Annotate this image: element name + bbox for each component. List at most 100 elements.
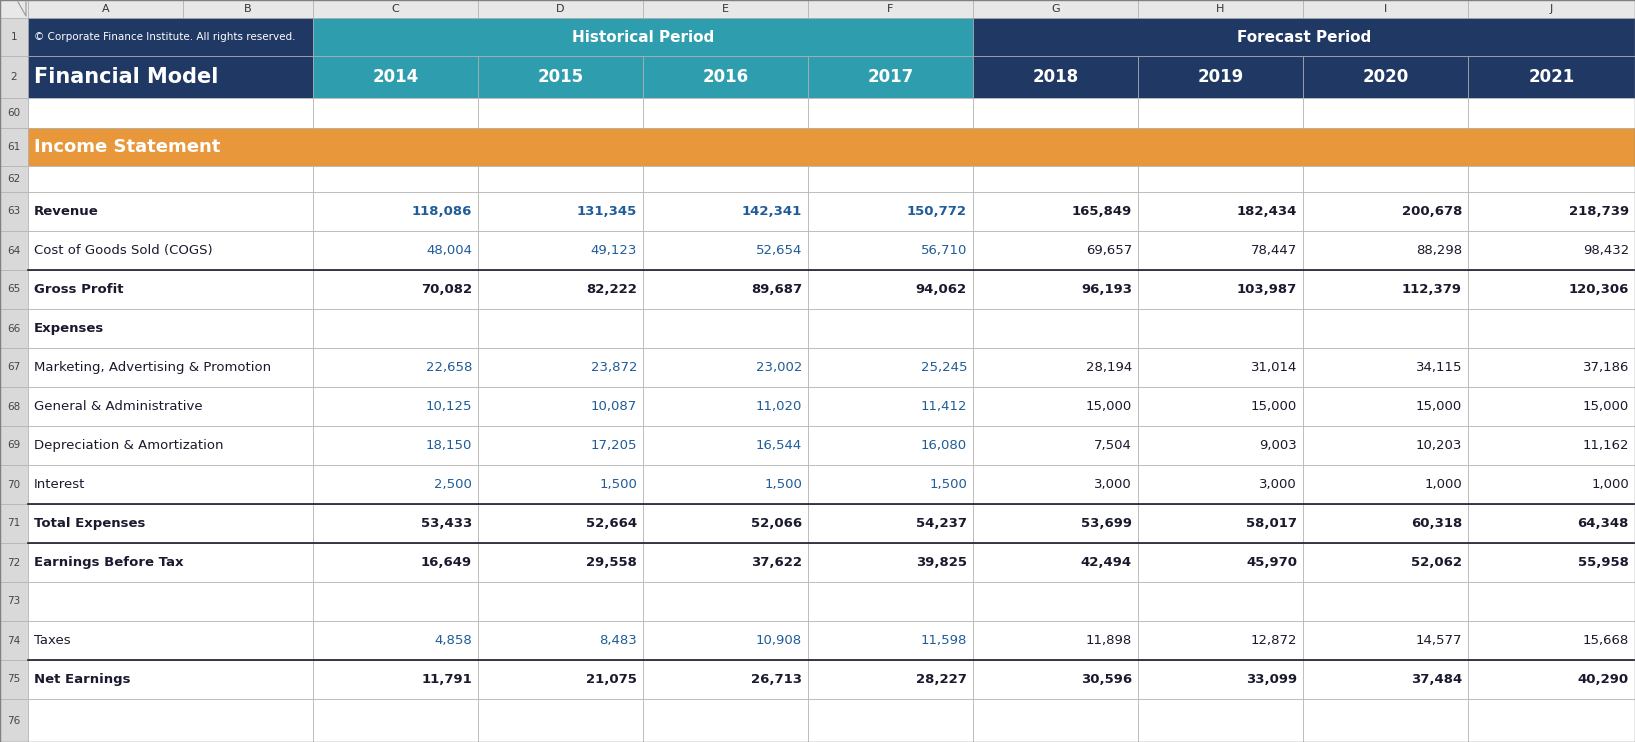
- Bar: [477, 699, 643, 742]
- Bar: [0, 582, 28, 621]
- Bar: [477, 465, 643, 504]
- Text: 11,020: 11,020: [755, 400, 803, 413]
- Text: 12,872: 12,872: [1251, 634, 1297, 647]
- Bar: [643, 309, 808, 348]
- Text: D: D: [556, 4, 564, 14]
- Bar: [643, 660, 808, 699]
- Text: 4,858: 4,858: [435, 634, 473, 647]
- Text: 28,227: 28,227: [916, 673, 966, 686]
- Bar: [1468, 309, 1635, 348]
- Bar: [312, 426, 477, 465]
- Bar: [477, 0, 643, 18]
- Bar: [1138, 582, 1303, 621]
- Text: 118,086: 118,086: [412, 205, 473, 218]
- Bar: [1138, 309, 1303, 348]
- Bar: [1138, 543, 1303, 582]
- Bar: [28, 426, 312, 465]
- Bar: [0, 660, 28, 699]
- Text: 53,699: 53,699: [1081, 517, 1131, 530]
- Bar: [808, 270, 973, 309]
- Bar: [0, 98, 28, 128]
- Text: 48,004: 48,004: [427, 244, 473, 257]
- Text: 37,484: 37,484: [1411, 673, 1462, 686]
- Bar: [973, 660, 1138, 699]
- Bar: [643, 231, 808, 270]
- Text: 2015: 2015: [538, 68, 584, 86]
- Bar: [1468, 270, 1635, 309]
- Bar: [1138, 348, 1303, 387]
- Text: 1,500: 1,500: [929, 478, 966, 491]
- Bar: [973, 166, 1138, 192]
- Bar: [1303, 231, 1468, 270]
- Text: 65: 65: [8, 284, 21, 295]
- Bar: [477, 166, 643, 192]
- Bar: [28, 166, 312, 192]
- Text: 55,958: 55,958: [1578, 556, 1628, 569]
- Text: 10,087: 10,087: [590, 400, 638, 413]
- Text: 218,739: 218,739: [1570, 205, 1628, 218]
- Text: 11,598: 11,598: [921, 634, 966, 647]
- Text: 10,125: 10,125: [425, 400, 473, 413]
- Bar: [312, 0, 477, 18]
- Bar: [312, 504, 477, 543]
- Text: 11,162: 11,162: [1583, 439, 1628, 452]
- Bar: [1303, 348, 1468, 387]
- Text: 2016: 2016: [703, 68, 749, 86]
- Text: 10,203: 10,203: [1416, 439, 1462, 452]
- Bar: [1303, 426, 1468, 465]
- Text: Expenses: Expenses: [34, 322, 105, 335]
- Bar: [808, 166, 973, 192]
- Bar: [1303, 543, 1468, 582]
- Bar: [28, 582, 312, 621]
- Bar: [808, 192, 973, 231]
- Bar: [0, 56, 28, 98]
- Text: 88,298: 88,298: [1416, 244, 1462, 257]
- Text: I: I: [1383, 4, 1386, 14]
- Bar: [28, 309, 312, 348]
- Bar: [312, 582, 477, 621]
- Bar: [477, 56, 643, 98]
- Bar: [973, 387, 1138, 426]
- Text: 2,500: 2,500: [435, 478, 473, 491]
- Text: Cost of Goods Sold (COGS): Cost of Goods Sold (COGS): [34, 244, 213, 257]
- Text: 52,664: 52,664: [585, 517, 638, 530]
- Text: 10,908: 10,908: [755, 634, 803, 647]
- Text: 37,186: 37,186: [1583, 361, 1628, 374]
- Text: 31,014: 31,014: [1251, 361, 1297, 374]
- Bar: [1468, 56, 1635, 98]
- Bar: [312, 192, 477, 231]
- Text: 18,150: 18,150: [425, 439, 473, 452]
- Bar: [643, 270, 808, 309]
- Text: 75: 75: [8, 674, 21, 685]
- Bar: [312, 465, 477, 504]
- Text: 61: 61: [8, 142, 21, 152]
- Text: 120,306: 120,306: [1568, 283, 1628, 296]
- Bar: [643, 465, 808, 504]
- Bar: [1468, 348, 1635, 387]
- Bar: [28, 621, 312, 660]
- Bar: [28, 128, 1635, 166]
- Text: 33,099: 33,099: [1246, 673, 1297, 686]
- Text: 64,348: 64,348: [1578, 517, 1628, 530]
- Bar: [0, 128, 28, 166]
- Bar: [1138, 0, 1303, 18]
- Text: 39,825: 39,825: [916, 556, 966, 569]
- Bar: [477, 504, 643, 543]
- Bar: [1138, 387, 1303, 426]
- Bar: [28, 387, 312, 426]
- Text: 49,123: 49,123: [590, 244, 638, 257]
- Text: 1,000: 1,000: [1591, 478, 1628, 491]
- Bar: [973, 543, 1138, 582]
- Bar: [643, 348, 808, 387]
- Text: 142,341: 142,341: [742, 205, 803, 218]
- Bar: [1303, 582, 1468, 621]
- Bar: [28, 18, 312, 56]
- Bar: [1468, 231, 1635, 270]
- Text: 11,412: 11,412: [921, 400, 966, 413]
- Bar: [477, 348, 643, 387]
- Text: 30,596: 30,596: [1081, 673, 1131, 686]
- Text: 68: 68: [8, 401, 21, 412]
- Bar: [312, 166, 477, 192]
- Text: 15,000: 15,000: [1251, 400, 1297, 413]
- Text: 2017: 2017: [868, 68, 914, 86]
